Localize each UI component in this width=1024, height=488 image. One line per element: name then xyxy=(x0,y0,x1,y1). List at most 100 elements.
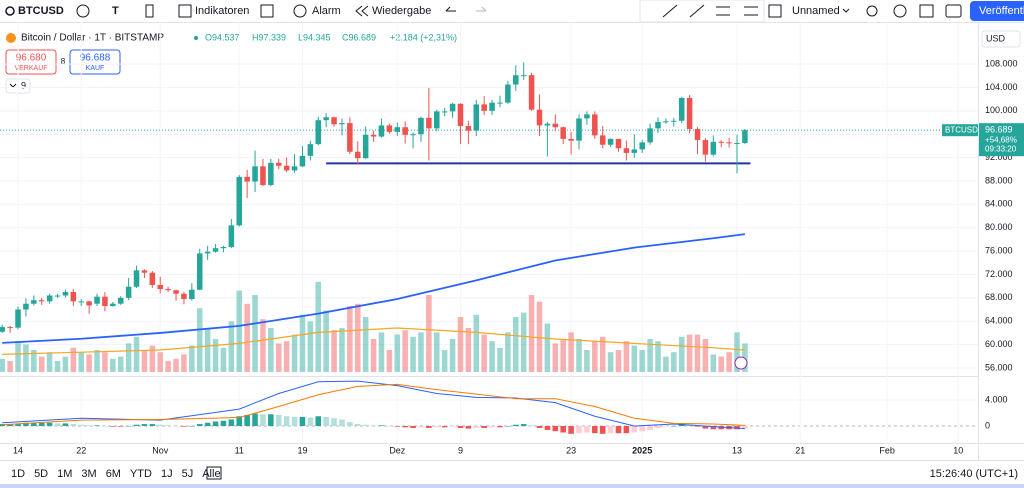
candle-body xyxy=(212,248,219,252)
volume-bar xyxy=(236,290,243,372)
macd-histogram-bar xyxy=(204,422,211,427)
buy-button[interactable] xyxy=(69,49,121,75)
candle-body xyxy=(54,295,61,297)
macd-histogram-bar xyxy=(694,426,701,427)
indicators-button[interactable]: Indikatoren xyxy=(195,5,249,17)
layout-dropdown[interactable] xyxy=(842,8,850,13)
volume-bar xyxy=(173,358,179,372)
candle-body xyxy=(742,130,748,143)
compare-button[interactable] xyxy=(76,4,90,18)
alert-icon[interactable] xyxy=(734,356,748,370)
volume-bar xyxy=(244,303,250,372)
macd-histogram-bar xyxy=(354,424,361,427)
macd-histogram-bar xyxy=(54,423,61,427)
snapshot-button[interactable] xyxy=(945,4,962,18)
layout-checkbox[interactable] xyxy=(768,4,782,18)
volume-bar xyxy=(710,354,717,372)
candle-body xyxy=(181,293,187,300)
macd-histogram-bar xyxy=(370,425,377,427)
quick-search[interactable] xyxy=(866,5,878,17)
indicators-icon[interactable] xyxy=(178,4,192,18)
interval[interactable]: T xyxy=(112,5,119,17)
redo-button[interactable] xyxy=(476,6,487,12)
range-button[interactable]: 3M xyxy=(81,468,96,480)
symbol[interactable]: BTCUSD xyxy=(18,5,64,17)
macd-histogram-bar xyxy=(418,426,424,428)
macd-histogram-bar xyxy=(378,425,385,427)
macd-histogram-bar xyxy=(23,422,29,427)
range-button[interactable]: 1M xyxy=(57,468,72,480)
candle-body xyxy=(149,272,156,285)
range-button[interactable]: 5D xyxy=(34,468,48,480)
alarm-button[interactable]: Alarm xyxy=(312,5,341,17)
volume-bar xyxy=(639,350,645,372)
volume-bar xyxy=(252,295,258,372)
replay-icon[interactable] xyxy=(355,5,369,17)
collapsed-count[interactable]: 9 xyxy=(21,80,26,90)
range-button[interactable]: Alle xyxy=(202,468,220,480)
macd-histogram-bar xyxy=(473,426,480,428)
range-button[interactable]: 1D xyxy=(11,468,25,480)
candle-body xyxy=(339,123,345,125)
volume-bar xyxy=(686,334,693,372)
buy-label[interactable]: KAUF xyxy=(86,65,105,72)
volume-bar xyxy=(584,350,590,372)
candle-body xyxy=(457,103,464,127)
candle-body xyxy=(157,284,163,290)
candle-body xyxy=(23,303,29,310)
legend-change: +2.184 (+2,31%) xyxy=(390,32,457,42)
templates-button[interactable] xyxy=(260,4,274,18)
candle-body xyxy=(173,290,179,294)
drawing-tools[interactable] xyxy=(662,4,758,18)
candle-body xyxy=(244,176,250,182)
volume-bar xyxy=(347,306,353,372)
range-button[interactable]: 1J xyxy=(161,468,173,480)
macd-histogram-bar xyxy=(742,426,748,429)
sell-label[interactable]: VERKAUF xyxy=(14,65,47,72)
chart-type-button[interactable] xyxy=(145,4,154,18)
candle-body xyxy=(165,289,171,291)
volume-bar xyxy=(165,361,171,372)
publish-background[interactable] xyxy=(970,1,1024,21)
x-tick-label: Nov xyxy=(152,445,169,455)
layout-name[interactable]: Unnamed xyxy=(792,5,840,17)
macd-histogram-bar xyxy=(465,426,472,429)
legend-title: Bitcoin / Dollar · 1T · BITSTAMP xyxy=(21,33,164,44)
range-button[interactable]: 5J xyxy=(182,468,194,480)
spread: 8 xyxy=(61,57,66,66)
candle-body xyxy=(62,292,69,296)
fullscreen-button[interactable] xyxy=(919,4,934,18)
candle-body xyxy=(639,142,645,150)
currency-button[interactable] xyxy=(981,30,1021,48)
date-range-button[interactable] xyxy=(206,466,222,480)
alarm-icon[interactable] xyxy=(293,4,307,18)
undo-button[interactable] xyxy=(445,6,456,12)
volume-bar xyxy=(220,347,227,372)
candle-body xyxy=(710,141,717,155)
sell-price[interactable]: 96.680 xyxy=(16,53,47,64)
publish-button[interactable]: Veröffentl xyxy=(979,5,1024,17)
range-button[interactable]: 6M xyxy=(106,468,121,480)
macd-histogram-bar xyxy=(133,424,140,427)
search-icon[interactable] xyxy=(5,6,15,16)
macd-histogram-bar xyxy=(220,420,227,427)
volume-bar xyxy=(15,341,21,372)
macd-histogram-bar xyxy=(275,414,282,427)
x-tick-label: Dez xyxy=(389,445,406,455)
range-button[interactable]: YTD xyxy=(130,468,152,480)
volume-bar xyxy=(592,341,598,372)
buy-price[interactable]: 96.688 xyxy=(80,53,111,64)
volume-bar xyxy=(315,281,322,372)
currency[interactable]: USD xyxy=(986,33,1006,43)
settings-button[interactable] xyxy=(893,4,907,18)
macd-histogram-bar xyxy=(236,416,243,427)
volume-bar xyxy=(331,330,337,372)
x-tick-label: 19 xyxy=(297,445,307,455)
candle-body xyxy=(370,134,377,137)
candle-body xyxy=(31,300,37,304)
volume-bar xyxy=(291,334,298,372)
x-tick-label: 11 xyxy=(235,445,244,455)
macd-histogram-bar xyxy=(307,417,314,427)
replay-button[interactable]: Wiedergabe xyxy=(372,5,431,17)
